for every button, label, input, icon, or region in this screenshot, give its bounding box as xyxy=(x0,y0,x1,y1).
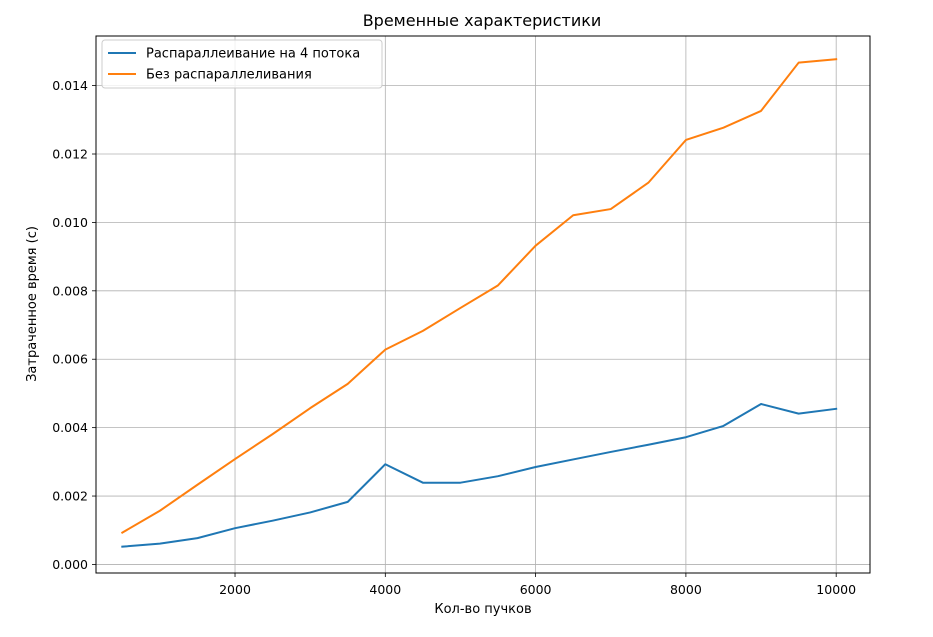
plot-background xyxy=(96,36,870,573)
y-tick-label: 0.012 xyxy=(52,147,88,162)
plot-frame xyxy=(95,35,871,574)
y-tick-label: 0.002 xyxy=(52,489,88,504)
legend-label-sequential: Без распараллеливания xyxy=(146,68,312,83)
x-tick-label: 8000 xyxy=(670,582,702,597)
grid xyxy=(96,36,870,573)
y-tick-label: 0.014 xyxy=(52,78,88,93)
series-lines xyxy=(120,58,838,548)
x-tick-label: 2000 xyxy=(219,582,251,597)
x-tick-label: 6000 xyxy=(520,582,552,597)
x-tick-label: 10000 xyxy=(816,582,856,597)
y-tick-label: 0.006 xyxy=(52,352,88,367)
axis-ticks: 2000 4000 6000 8000 10000 0.000 0.002 0.004 0.00… xyxy=(52,78,856,597)
x-axis-label: Кол-во пучков xyxy=(434,602,531,617)
legend: Распараллеивание на 4 потока Без распара… xyxy=(101,39,383,89)
y-tick-label: 0.010 xyxy=(52,215,88,230)
series-line-parallel xyxy=(121,403,838,548)
plot-area: 2000 4000 6000 8000 10000 0.000 0.002 0.004 0.00… xyxy=(52,35,871,597)
legend-box xyxy=(101,39,383,89)
y-tick-label: 0.008 xyxy=(52,283,88,298)
legend-label-parallel: Распараллеивание на 4 потока xyxy=(146,47,360,62)
chart-title: Временные характеристики xyxy=(363,11,602,30)
y-tick-label: 0.004 xyxy=(52,420,88,435)
y-tick-label: 0.000 xyxy=(52,557,88,572)
series-line-sequential xyxy=(120,58,838,535)
x-tick-label: 4000 xyxy=(369,582,401,597)
y-axis-label: Затраченное время (с) xyxy=(25,226,40,382)
